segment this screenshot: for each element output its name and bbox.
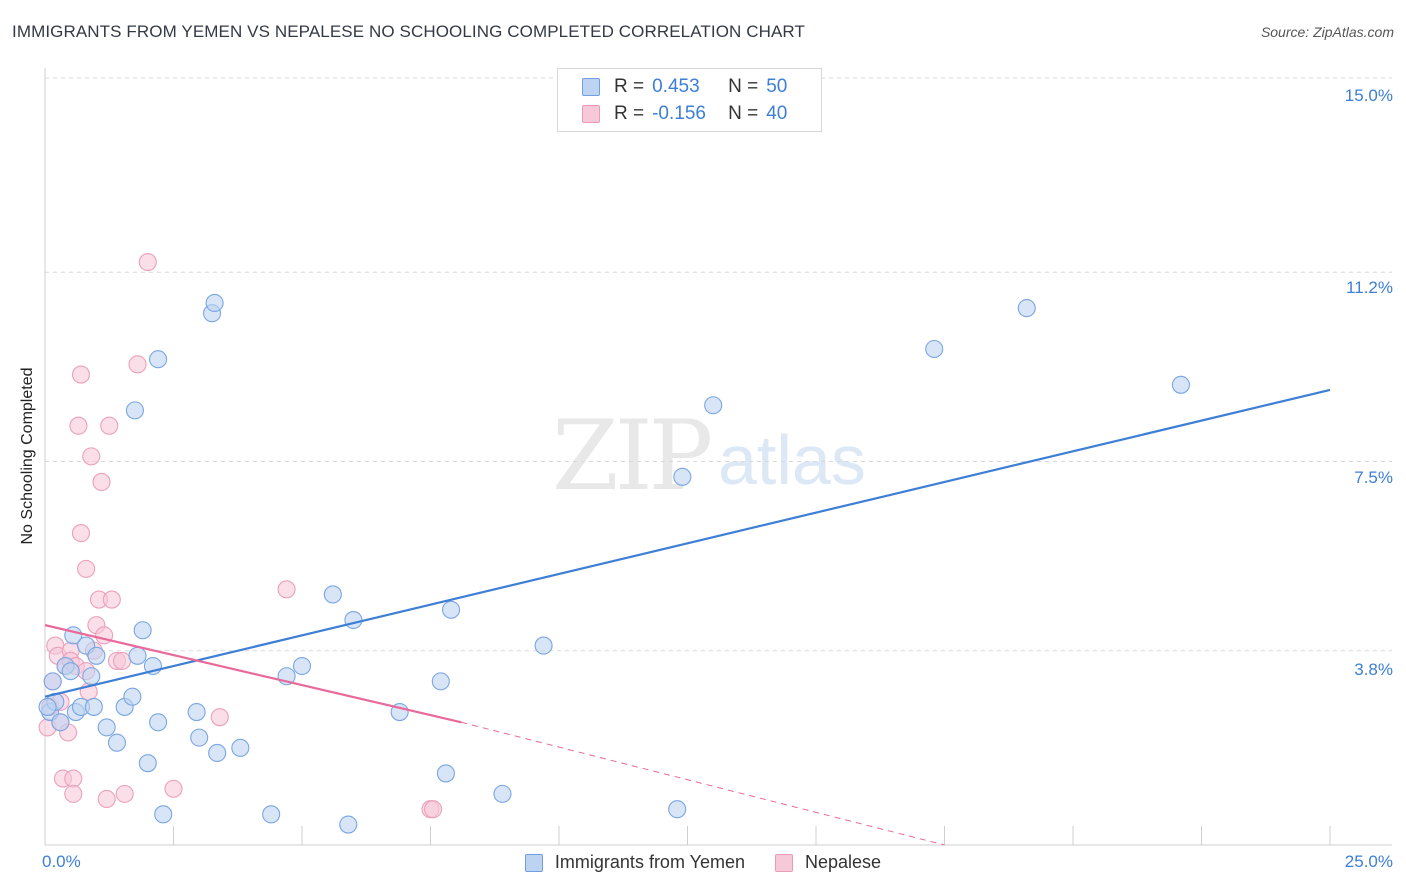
nepalese-point [69,416,88,435]
yemen-point [1171,375,1190,394]
nepalese-point [92,472,111,492]
yemen-point [205,293,224,313]
nepalese-point [82,447,101,466]
r-label: R = [614,76,645,97]
yemen-point [668,800,687,819]
nepalese-point [100,416,119,435]
nepalese-point [277,580,296,599]
yemen-point [149,350,168,369]
nepalese-swatch [582,105,600,123]
y-axis-label: No Schooling Completed [19,367,36,545]
legend-label-yemen: Immigrants from Yemen [554,852,745,872]
yemen-point [493,784,512,803]
nepalese-trend-extension [461,721,945,846]
legend-item-yemen[interactable]: Immigrants from Yemen [524,852,745,873]
nepalese-point [77,559,96,578]
nepalese-point [102,590,121,609]
nepalese-point [113,651,132,670]
yemen-point [97,718,116,737]
yemen-point [154,805,173,824]
yemen-swatch [582,78,600,96]
legend-row-nepalese: R = -0.156 N = 40 [582,101,787,127]
legend-label-nepalese: Nepalese [805,852,882,872]
source-note: Source: ZipAtlas.com [1260,24,1394,40]
nepalese-point [164,779,183,798]
nepalese-point [210,708,229,727]
correlation-legend: R = 0.453 N = 50 R = -0.156 N = 40 [557,68,822,132]
nepalese-point [424,800,443,819]
nepalese-point [64,784,83,803]
yemen-point [442,600,461,619]
yemen-point [925,339,944,359]
yemen-point [187,703,206,722]
yemen-point [123,687,142,706]
x-tick-label: 0.0% [42,852,81,871]
yemen-point [1017,299,1036,318]
r-value: 0.453 [652,76,700,97]
yemen-point [128,646,147,665]
nepalese-point [71,365,91,384]
yemen-point [323,585,342,604]
y-tick-label: 15.0% [1344,86,1393,105]
yemen-point [82,667,101,686]
y-tick-label: 11.2% [1346,278,1393,297]
yemen-point [107,733,127,752]
nepalese-swatch [775,853,793,872]
nepalese-point [128,355,147,374]
yemen-point [292,656,312,676]
y-tick-label: 3.8% [1354,660,1393,679]
yemen-point [138,754,157,773]
yemen-point [431,672,450,691]
n-value: 50 [766,76,788,97]
yemen-point [38,697,57,716]
yemen-trend-line [44,388,1331,698]
yemen-point [61,662,80,681]
nepalese-point [97,789,116,809]
yemen-point [43,672,62,691]
yemen-point [208,743,227,763]
yemen-point [51,713,70,732]
yemen-point [231,738,250,757]
yemen-point [190,728,209,747]
yemen-point [125,401,144,420]
yemen-point [673,467,692,486]
n-value: 40 [766,103,788,124]
legend-item-nepalese[interactable]: Nepalese [775,852,881,873]
watermark-atlas: atlas [718,421,866,499]
r-value: -0.156 [652,103,706,124]
n-label: N = [728,103,759,124]
yemen-point [149,713,168,732]
yemen-point [436,764,455,783]
yemen-point [339,815,358,834]
n-label: N = [728,76,759,97]
nepalese-trend-line [44,624,462,724]
series-legend: Immigrants from Yemen Nepalese [0,852,1406,873]
legend-row-yemen: R = 0.453 N = 50 [582,74,787,100]
yemen-point [704,396,723,415]
nepalese-point [115,784,134,803]
yemen-swatch [524,853,543,872]
y-tick-label: 7.5% [1354,468,1393,487]
chart-title: IMMIGRANTS FROM YEMEN VS NEPALESE NO SCH… [12,22,805,41]
yemen-point [84,697,103,716]
yemen-point [262,805,281,824]
nepalese-point [138,253,157,272]
yemen-point [534,636,553,655]
watermark-zip: ZIP [552,400,713,512]
yemen-point [344,610,363,630]
nepalese-point [71,524,91,543]
r-label: R = [614,103,645,124]
x-tick-label: 25.0% [1344,852,1393,871]
yemen-point [87,646,106,665]
yemen-point [133,621,152,640]
nepalese-point [64,769,83,788]
